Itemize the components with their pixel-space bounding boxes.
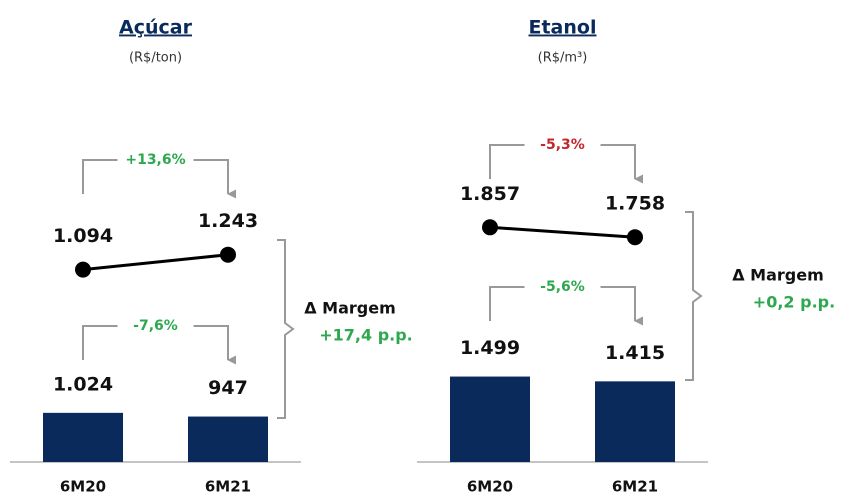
change-label-bg	[117, 149, 194, 171]
change-label-bg	[524, 134, 601, 156]
line-value-label: 1.758	[605, 193, 665, 215]
bar-value-label: 1.024	[53, 373, 113, 395]
margin-label: Δ Margem	[304, 299, 396, 318]
margin-brace	[277, 239, 295, 419]
line-value-label: 1.094	[53, 225, 113, 247]
panel-title: Açúcar	[119, 17, 193, 39]
bar	[450, 376, 530, 462]
panel-subtitle: (R$/ton)	[129, 51, 182, 66]
x-tick-label: 6M20	[60, 478, 106, 496]
change-label-bg	[117, 315, 194, 337]
price-point	[75, 261, 91, 278]
panel-subtitle: (R$/m³)	[538, 51, 588, 66]
x-tick-label: 6M21	[612, 478, 658, 496]
bar-value-label: 1.499	[460, 337, 520, 359]
panel-title: Etanol	[529, 17, 597, 39]
price-line	[82, 253, 229, 272]
change-label: -5,6%	[540, 279, 585, 295]
price-point	[627, 229, 643, 246]
change-label: +13,6%	[125, 152, 185, 168]
change-label: -7,6%	[133, 318, 178, 334]
bar-value-label: 947	[208, 377, 248, 399]
price-point	[220, 246, 236, 263]
bar-value-label: 1.415	[605, 342, 665, 364]
x-tick-label: 6M21	[205, 478, 251, 496]
line-value-label: 1.857	[460, 183, 520, 205]
margin-value: +17,4 p.p.	[319, 326, 413, 345]
bar	[595, 381, 675, 462]
margin-label: Δ Margem	[732, 266, 824, 285]
x-tick-label: 6M20	[467, 478, 513, 496]
change-label: -5,3%	[540, 137, 585, 153]
price-point	[482, 219, 498, 236]
line-value-label: 1.243	[198, 210, 258, 232]
margin-value: +0,2 p.p.	[753, 293, 835, 312]
change-label-bg	[524, 276, 601, 298]
margin-brace	[685, 211, 703, 381]
bar	[188, 416, 268, 462]
price-line	[489, 225, 636, 239]
bar	[43, 412, 123, 462]
